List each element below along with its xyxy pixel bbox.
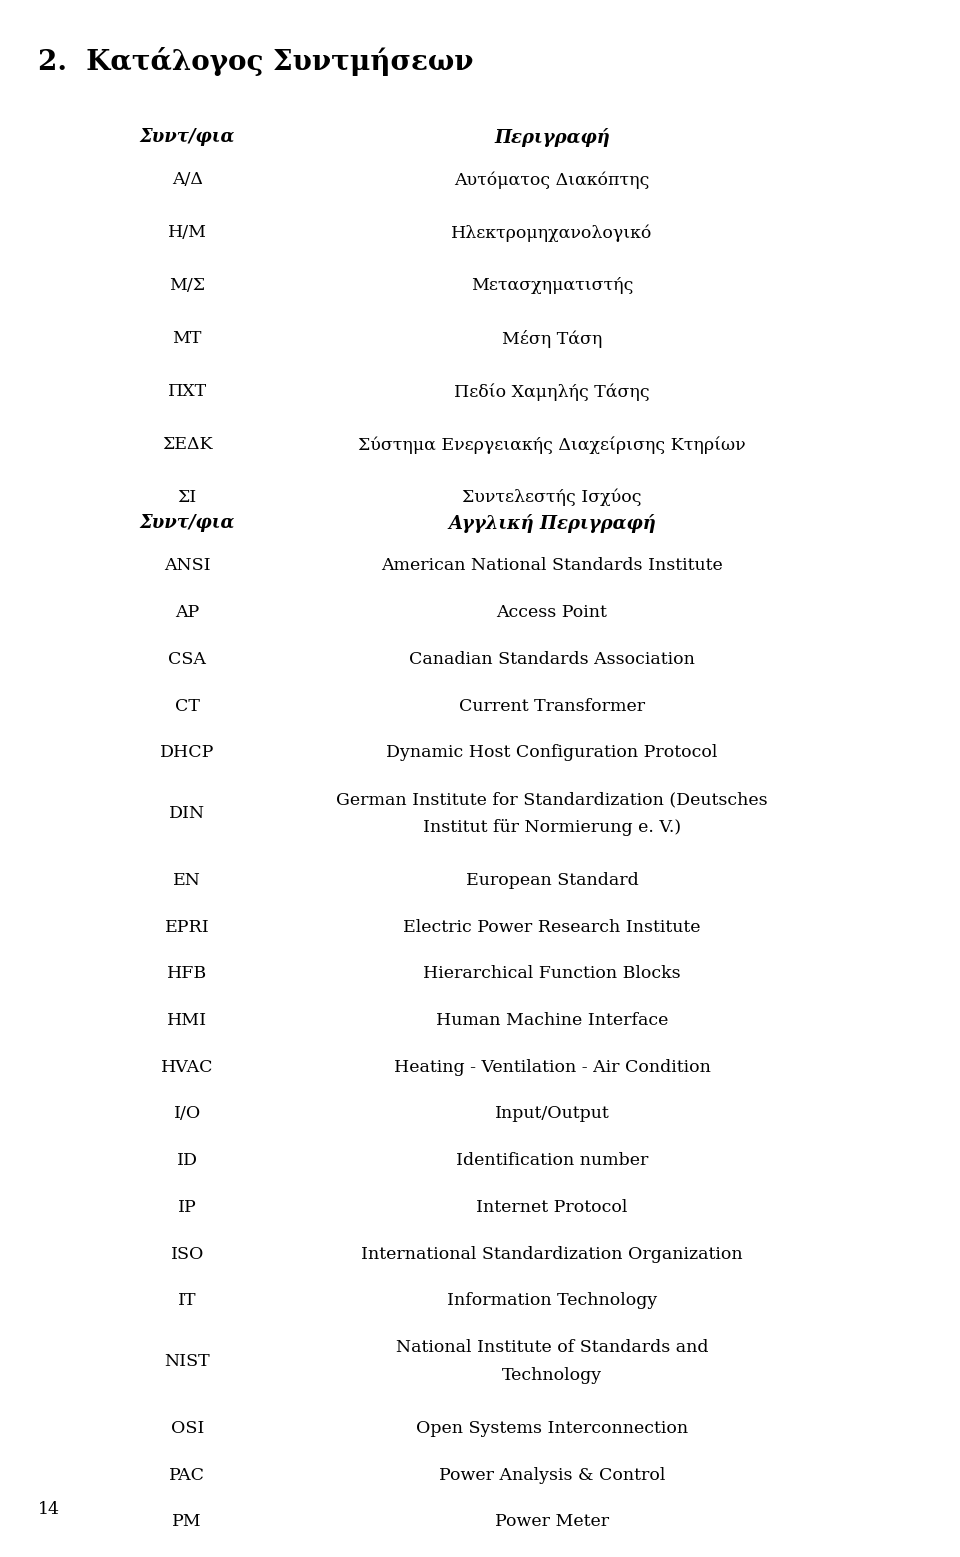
- Text: OSI: OSI: [171, 1420, 204, 1437]
- Text: Αυτόματος Διακόπτης: Αυτόματος Διακόπτης: [454, 171, 650, 188]
- Text: ΣΕΔΚ: ΣΕΔΚ: [162, 436, 212, 453]
- Text: Η/Μ: Η/Μ: [168, 224, 206, 241]
- Text: Human Machine Interface: Human Machine Interface: [436, 1012, 668, 1029]
- Text: EPRI: EPRI: [165, 919, 209, 936]
- Text: IP: IP: [178, 1199, 197, 1216]
- Text: HFB: HFB: [167, 965, 207, 982]
- Text: Canadian Standards Association: Canadian Standards Association: [409, 651, 695, 668]
- Text: Current Transformer: Current Transformer: [459, 698, 645, 715]
- Text: Open Systems Interconnection: Open Systems Interconnection: [416, 1420, 688, 1437]
- Text: Συντελεστής Ισχύος: Συντελεστής Ισχύος: [463, 489, 641, 506]
- Text: DHCP: DHCP: [160, 744, 214, 761]
- Text: ISO: ISO: [171, 1246, 204, 1263]
- Text: International Standardization Organization: International Standardization Organizati…: [361, 1246, 743, 1263]
- Text: Power Analysis & Control: Power Analysis & Control: [439, 1467, 665, 1484]
- Text: Ηλεκτρομηχανολογικό: Ηλεκτρομηχανολογικό: [451, 224, 653, 241]
- Text: Dynamic Host Configuration Protocol: Dynamic Host Configuration Protocol: [386, 744, 718, 761]
- Text: Μετασχηματιστής: Μετασχηματιστής: [470, 277, 634, 294]
- Text: Hierarchical Function Blocks: Hierarchical Function Blocks: [423, 965, 681, 982]
- Text: EN: EN: [173, 872, 202, 889]
- Text: Power Meter: Power Meter: [495, 1513, 609, 1531]
- Text: ID: ID: [177, 1152, 198, 1169]
- Text: DIN: DIN: [169, 805, 205, 822]
- Text: Internet Protocol: Internet Protocol: [476, 1199, 628, 1216]
- Text: ΜΤ: ΜΤ: [173, 330, 202, 347]
- Text: Πεδίο Χαμηλής Τάσης: Πεδίο Χαμηλής Τάσης: [454, 383, 650, 400]
- Text: Heating - Ventilation - Air Condition: Heating - Ventilation - Air Condition: [394, 1059, 710, 1076]
- Text: Α/Δ: Α/Δ: [172, 171, 203, 188]
- Text: American National Standards Institute: American National Standards Institute: [381, 557, 723, 575]
- Text: Input/Output: Input/Output: [494, 1105, 610, 1123]
- Text: ANSI: ANSI: [164, 557, 210, 575]
- Text: I/O: I/O: [174, 1105, 201, 1123]
- Text: Συντ/φια: Συντ/φια: [139, 128, 235, 146]
- Text: IT: IT: [178, 1292, 197, 1309]
- Text: PM: PM: [173, 1513, 202, 1531]
- Text: Συντ/φια: Συντ/φια: [139, 514, 235, 532]
- Text: AP: AP: [175, 604, 200, 621]
- Text: German Institute for Standardization (Deutsches: German Institute for Standardization (De…: [336, 791, 768, 808]
- Text: Electric Power Research Institute: Electric Power Research Institute: [403, 919, 701, 936]
- Text: Σύστημα Ενεργειακής Διαχείρισης Κτηρίων: Σύστημα Ενεργειακής Διαχείρισης Κτηρίων: [358, 436, 746, 453]
- Text: Identification number: Identification number: [456, 1152, 648, 1169]
- Text: Institut für Normierung e. V.): Institut für Normierung e. V.): [423, 819, 681, 836]
- Text: Περιγραφή: Περιγραφή: [494, 128, 610, 146]
- Text: National Institute of Standards and: National Institute of Standards and: [396, 1339, 708, 1356]
- Text: 14: 14: [38, 1501, 60, 1518]
- Text: Μ/Σ: Μ/Σ: [169, 277, 205, 294]
- Text: ΠΧΤ: ΠΧΤ: [168, 383, 206, 400]
- Text: ΣΙ: ΣΙ: [178, 489, 197, 506]
- Text: Technology: Technology: [502, 1367, 602, 1384]
- Text: Access Point: Access Point: [496, 604, 608, 621]
- Text: 2.  Κατάλογος Συντμήσεων: 2. Κατάλογος Συντμήσεων: [38, 47, 474, 76]
- Text: Μέση Τάση: Μέση Τάση: [502, 330, 602, 349]
- Text: CSA: CSA: [168, 651, 206, 668]
- Text: HVAC: HVAC: [161, 1059, 213, 1076]
- Text: Αγγλική Περιγραφή: Αγγλική Περιγραφή: [448, 514, 656, 532]
- Text: NIST: NIST: [164, 1353, 210, 1370]
- Text: CT: CT: [175, 698, 200, 715]
- Text: HMI: HMI: [167, 1012, 207, 1029]
- Text: PAC: PAC: [169, 1467, 205, 1484]
- Text: Information Technology: Information Technology: [446, 1292, 658, 1309]
- Text: European Standard: European Standard: [466, 872, 638, 889]
